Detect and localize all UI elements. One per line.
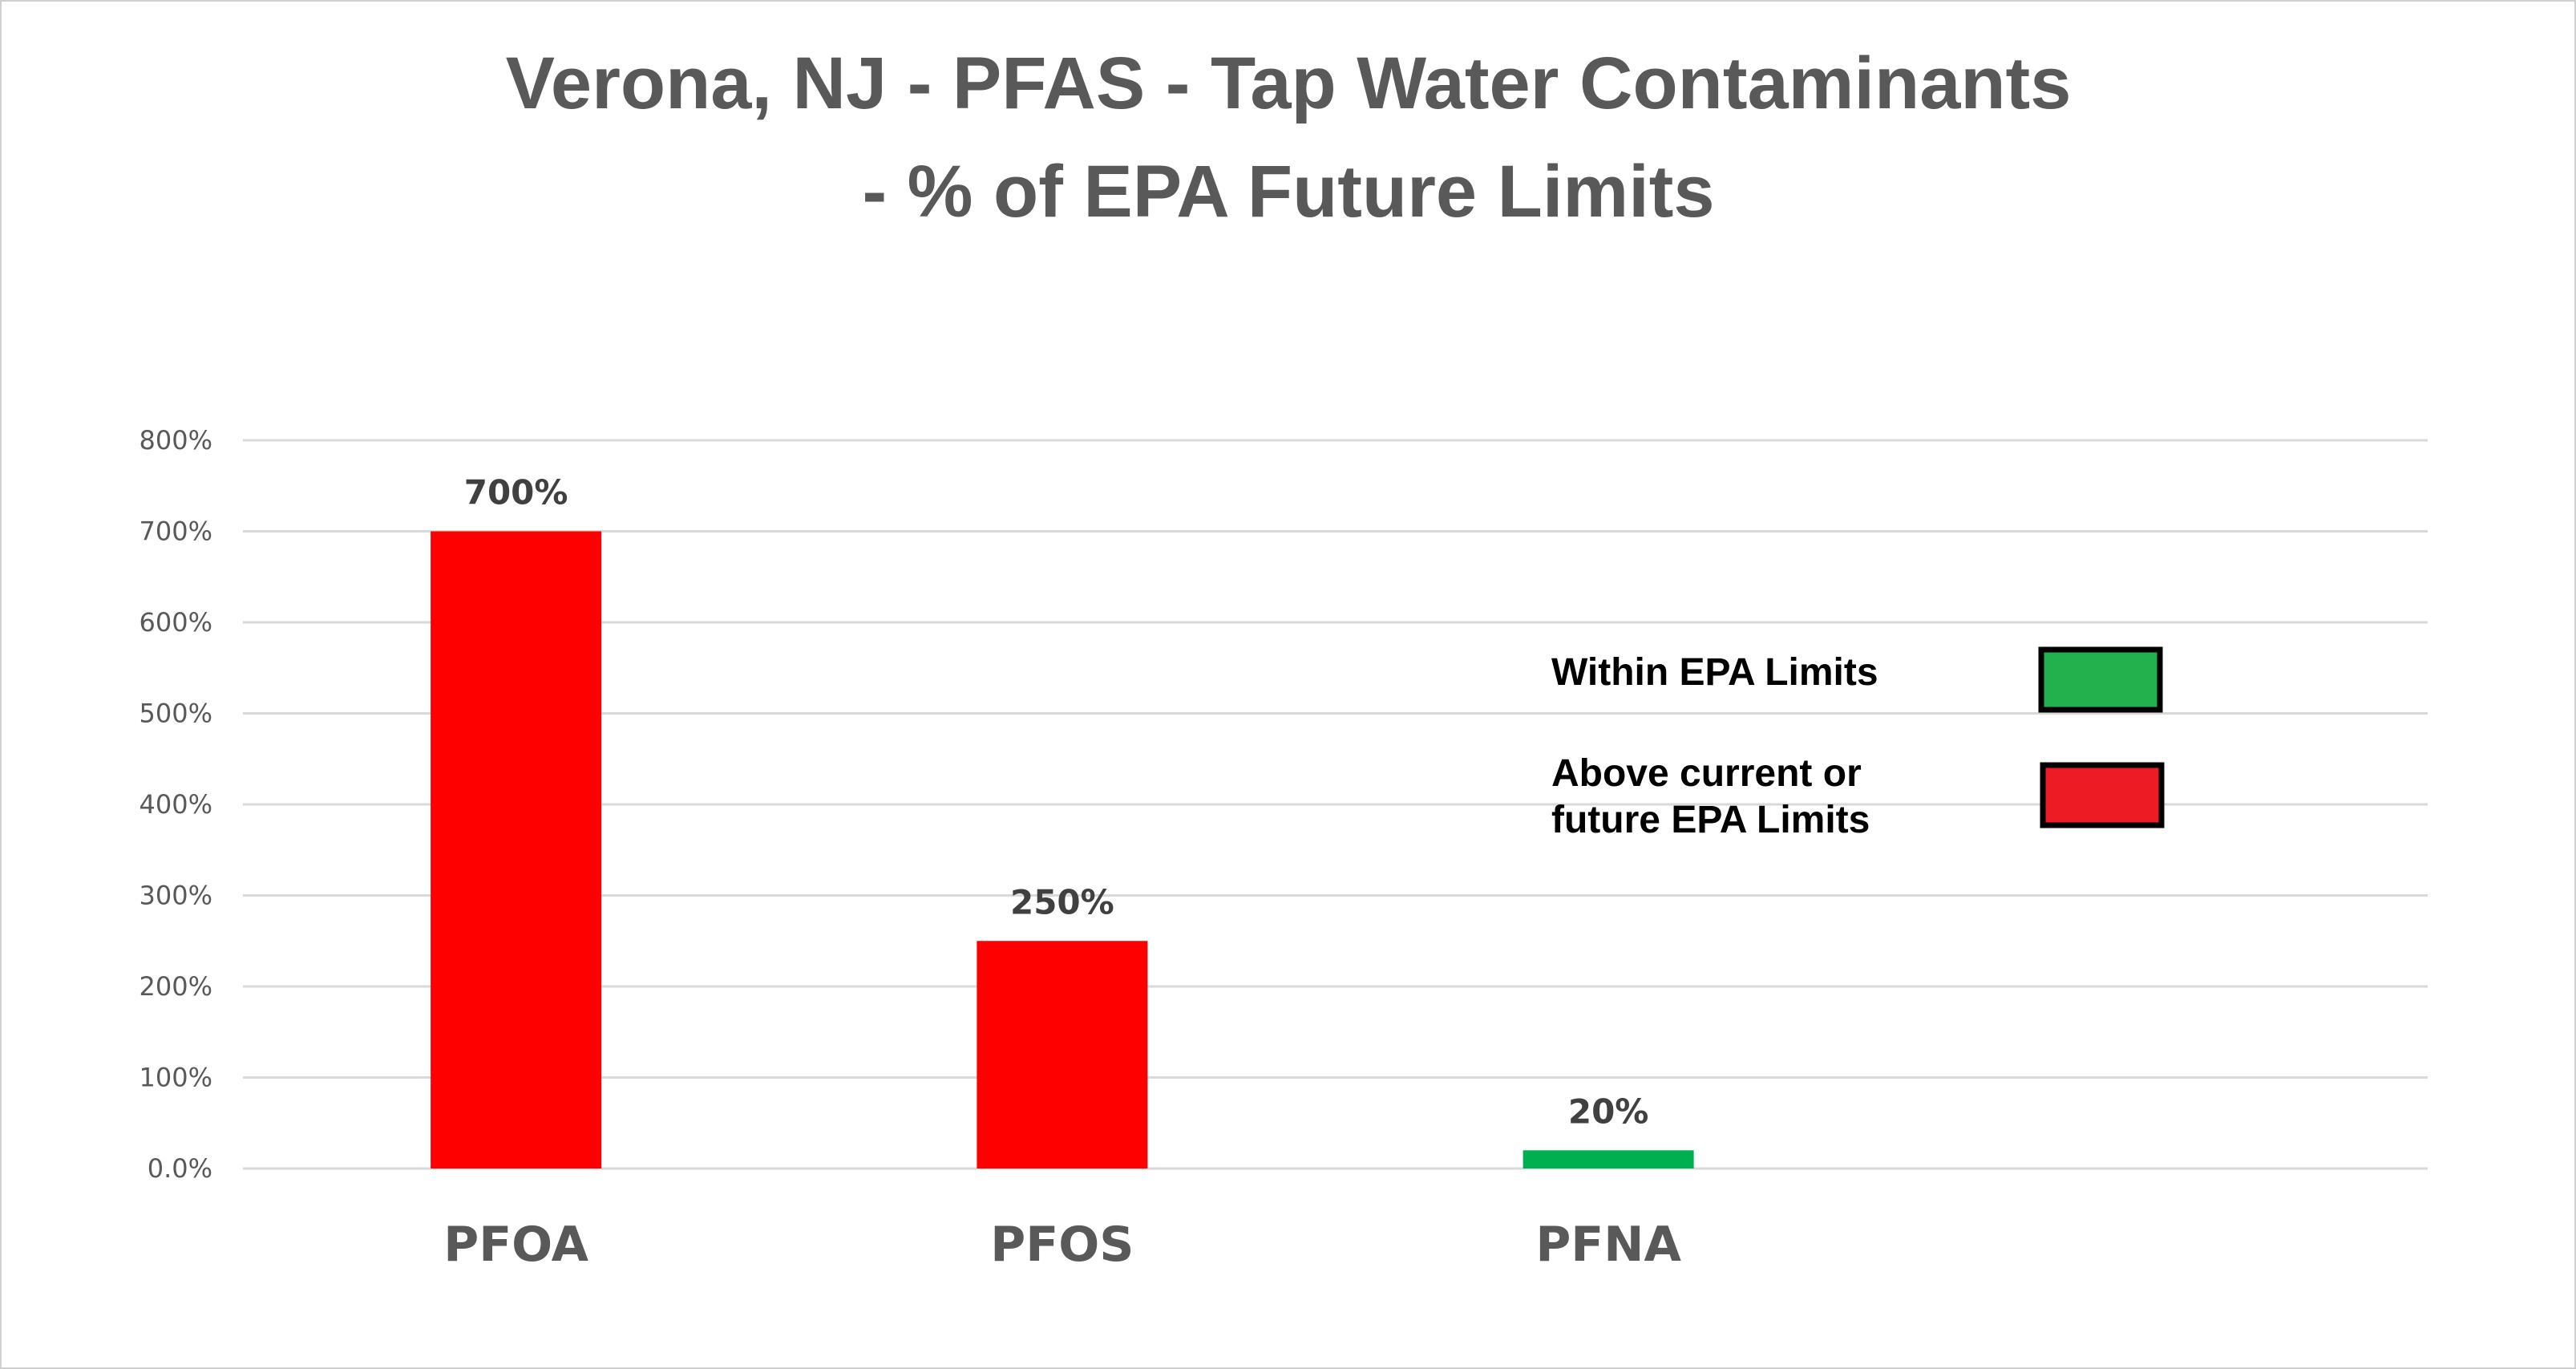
data-labels: 700% 250% 20%: [464, 473, 1649, 1132]
data-label-pfna: 20%: [1568, 1092, 1649, 1131]
data-label-pfos: 250%: [1010, 882, 1114, 921]
legend-swatch: [2040, 762, 2165, 828]
bar-pfos: [977, 941, 1148, 1169]
legend: Within EPA Limits Above current orfuture …: [1551, 646, 2165, 841]
bar-pfoa: [431, 531, 602, 1169]
bar-pfna: [1523, 1150, 1694, 1169]
y-tick-label: 700%: [140, 516, 212, 547]
y-tick-label: 800%: [140, 425, 212, 456]
legend-swatch: [2038, 646, 2163, 713]
y-tick-label: 100%: [140, 1063, 212, 1093]
category-label-pfna: PFNA: [1535, 1217, 1681, 1273]
legend-label: Above current or: [1551, 752, 1862, 795]
y-tick-label: 600%: [140, 607, 212, 638]
legend-label: Within EPA Limits: [1551, 651, 1878, 694]
y-axis-ticks: 0.0% 100% 200% 300% 400% 500% 600% 700% 800%: [140, 425, 212, 1184]
y-tick-label: 300%: [140, 881, 212, 911]
legend-label: future EPA Limits: [1551, 799, 1870, 841]
gridlines: [243, 439, 2428, 1170]
category-label-pfos: PFOS: [990, 1217, 1134, 1273]
y-tick-label: 500%: [140, 699, 212, 729]
y-tick-label: 400%: [140, 789, 212, 820]
category-labels: PFOA PFOS PFNA: [443, 1217, 1681, 1273]
data-label-pfoa: 700%: [464, 473, 568, 512]
bars: [431, 531, 1694, 1169]
category-label-pfoa: PFOA: [443, 1217, 588, 1273]
y-tick-label: 200%: [140, 971, 212, 1002]
chart-title-line-2: - % of EPA Future Limits: [862, 151, 1714, 233]
chart-title-line-1: Verona, NJ - PFAS - Tap Water Contaminan…: [506, 43, 2072, 124]
y-tick-label: 0.0%: [148, 1153, 212, 1184]
